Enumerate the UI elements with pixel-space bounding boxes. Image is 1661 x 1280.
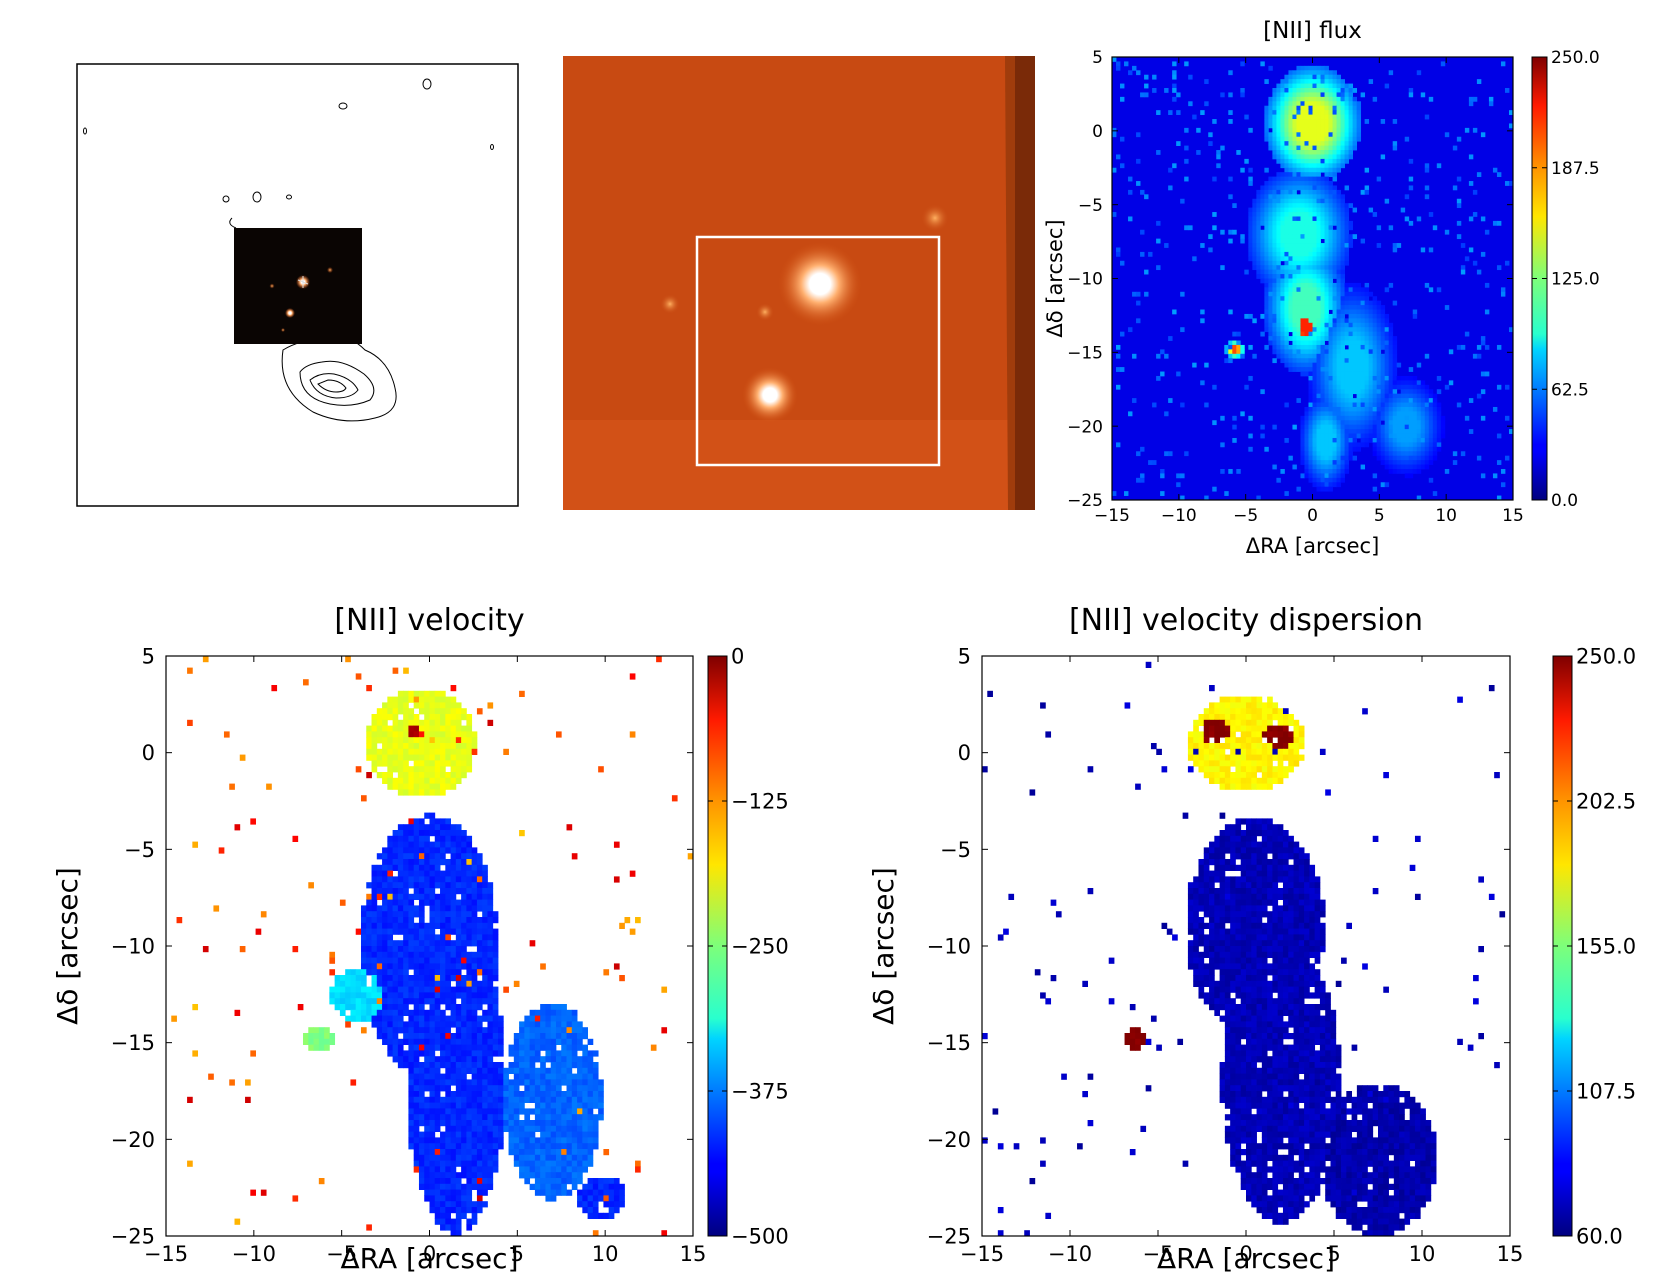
colorbar-tick-label: −375 <box>731 1080 789 1104</box>
x-tick-label: 10 <box>592 1242 619 1266</box>
y-axis-label: Δδ [arcsec] <box>867 867 900 1025</box>
colorbar-tick-label: 187.5 <box>1551 159 1600 179</box>
y-tick-label: −5 <box>1078 196 1103 216</box>
colorbar-tick-label: 0 <box>731 645 744 669</box>
colorbar-tick-label: 125.0 <box>1551 270 1600 290</box>
colorbar-tick-label: 155.0 <box>1576 935 1636 959</box>
x-tick-label: 15 <box>1497 1242 1524 1266</box>
colorbar-tick-label: 60.0 <box>1576 1225 1623 1249</box>
y-tick-label: −20 <box>111 1128 155 1152</box>
nii-dispersion-title: [NII] velocity dispersion <box>1069 603 1423 638</box>
colorbar-tick-label: 250.0 <box>1551 48 1600 68</box>
y-tick-label: −5 <box>940 838 971 862</box>
second-star <box>742 367 798 423</box>
x-tick-label: 0 <box>1307 506 1318 526</box>
colorbar-tick-label: −500 <box>731 1225 789 1249</box>
colorbar-tick-label: 250.0 <box>1576 645 1636 669</box>
x-tick-label: −5 <box>1233 506 1258 526</box>
y-tick-label: 0 <box>1092 122 1103 142</box>
y-tick-label: −10 <box>111 935 155 959</box>
x-axis-label: ΔRA [arcsec] <box>1157 1242 1335 1275</box>
x-tick-label: 10 <box>1435 506 1457 526</box>
y-tick-label: −15 <box>1067 343 1103 363</box>
nii-velocity-colorbar: 0 −125 −250 −375 −500 <box>708 645 789 1249</box>
faint-star-2 <box>660 294 680 314</box>
faint-star-1 <box>921 204 949 232</box>
y-tick-label: −25 <box>1067 491 1103 511</box>
colorbar-tick-label: −125 <box>731 790 789 814</box>
detector-edge <box>1015 56 1035 510</box>
y-tick-label: −25 <box>111 1225 155 1249</box>
y-tick-label: −5 <box>124 838 155 862</box>
nii-dispersion-colorbar: 250.0 202.5 155.0 107.5 60.0 <box>1553 645 1636 1249</box>
y-tick-label: 5 <box>1092 48 1103 68</box>
broadband-image-panel <box>563 56 1035 510</box>
x-tick-label: 5 <box>1374 506 1385 526</box>
x-axis-label: ΔRA [arcsec] <box>340 1242 518 1275</box>
y-tick-label: −15 <box>111 1031 155 1055</box>
x-tick-label: −10 <box>1161 506 1197 526</box>
colorbar-tick-label: 0.0 <box>1551 491 1578 511</box>
y-axis-label: Δδ [arcsec] <box>51 867 84 1025</box>
y-tick-label: 5 <box>958 645 971 669</box>
nii-flux-colorbar: 250.0 187.5 125.0 62.5 0.0 <box>1532 48 1600 511</box>
y-tick-label: −25 <box>927 1225 971 1249</box>
nii-flux-title: [NII] flux <box>1263 18 1362 44</box>
y-tick-label: −15 <box>927 1031 971 1055</box>
y-tick-label: 5 <box>142 645 155 669</box>
nii-velocity-title: [NII] velocity <box>334 603 524 638</box>
y-axis-label: Δδ [arcsec] <box>1043 219 1067 337</box>
x-tick-label: −10 <box>232 1242 276 1266</box>
y-tick-label: −10 <box>1067 270 1103 290</box>
y-tick-label: −20 <box>927 1128 971 1152</box>
colorbar-tick-label: 62.5 <box>1551 380 1589 400</box>
colorbar-tick-label: −250 <box>731 935 789 959</box>
colorbar-tick-label: 202.5 <box>1576 790 1636 814</box>
x-tick-label: −10 <box>1048 1242 1092 1266</box>
inset-image <box>234 228 362 344</box>
contour-map-panel <box>77 64 518 506</box>
x-axis-label: ΔRA [arcsec] <box>1246 534 1380 558</box>
x-tick-label: 15 <box>680 1242 707 1266</box>
x-tick-label: 10 <box>1409 1242 1436 1266</box>
y-tick-label: 0 <box>142 741 155 765</box>
y-tick-label: −10 <box>927 935 971 959</box>
bright-star <box>778 242 862 326</box>
faint-star-3 <box>756 303 774 321</box>
y-tick-label: −20 <box>1067 417 1103 437</box>
x-tick-label: 15 <box>1502 506 1524 526</box>
colorbar-tick-label: 107.5 <box>1576 1080 1636 1104</box>
y-tick-label: 0 <box>958 741 971 765</box>
